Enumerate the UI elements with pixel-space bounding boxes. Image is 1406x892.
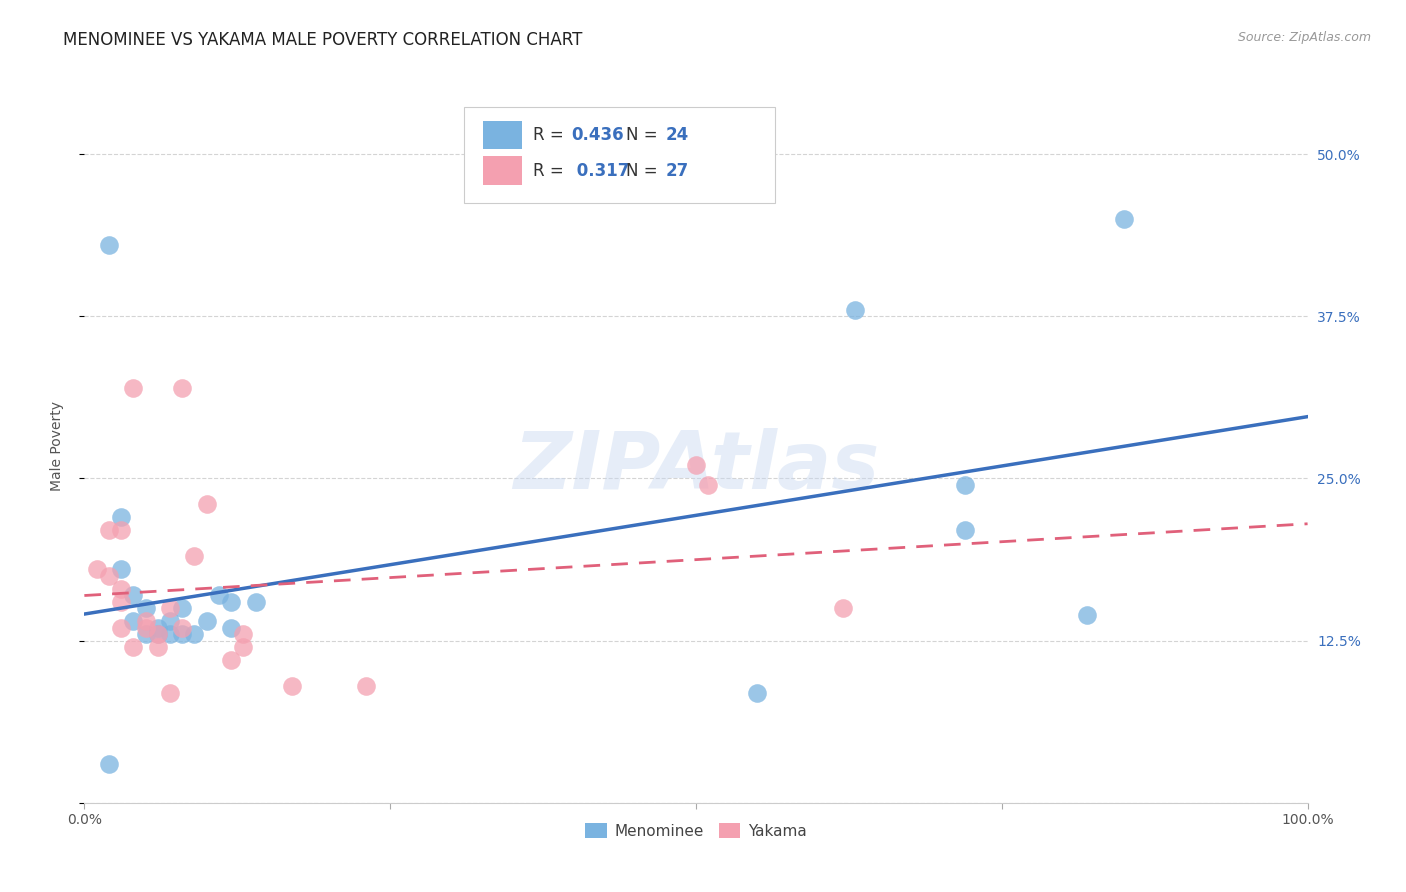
Point	[844, 302, 866, 317]
Point	[135, 601, 157, 615]
Text: Source: ZipAtlas.com: Source: ZipAtlas.com	[1237, 31, 1371, 45]
Point	[97, 568, 120, 582]
Text: 24: 24	[665, 126, 689, 144]
Point	[281, 679, 304, 693]
Point	[135, 621, 157, 635]
Point	[219, 595, 242, 609]
Point	[172, 381, 194, 395]
Text: 27: 27	[665, 161, 689, 179]
Point	[1076, 607, 1098, 622]
Point	[122, 588, 145, 602]
FancyBboxPatch shape	[464, 107, 776, 203]
Point	[110, 562, 132, 576]
Text: 0.317: 0.317	[571, 161, 630, 179]
Point	[172, 601, 194, 615]
Point	[159, 685, 181, 699]
Point	[747, 685, 769, 699]
Point	[110, 524, 132, 538]
Point	[697, 478, 720, 492]
Text: MENOMINEE VS YAKAMA MALE POVERTY CORRELATION CHART: MENOMINEE VS YAKAMA MALE POVERTY CORRELA…	[63, 31, 582, 49]
Point	[232, 627, 254, 641]
Point	[122, 640, 145, 654]
Text: 0.436: 0.436	[571, 126, 624, 144]
Y-axis label: Male Poverty: Male Poverty	[49, 401, 63, 491]
Text: ZIPAtlas: ZIPAtlas	[513, 428, 879, 507]
Point	[97, 238, 120, 252]
Point	[97, 524, 120, 538]
Point	[122, 381, 145, 395]
Text: R =: R =	[533, 161, 569, 179]
Point	[183, 549, 205, 564]
Point	[135, 614, 157, 628]
Point	[97, 756, 120, 771]
Point	[110, 510, 132, 524]
Point	[159, 614, 181, 628]
Text: R =: R =	[533, 126, 569, 144]
Point	[195, 497, 218, 511]
Point	[195, 614, 218, 628]
Point	[953, 478, 976, 492]
Point	[110, 621, 132, 635]
Point	[172, 621, 194, 635]
Point	[219, 621, 242, 635]
Point	[219, 653, 242, 667]
Point	[146, 621, 169, 635]
Point	[86, 562, 108, 576]
Point	[122, 614, 145, 628]
Point	[245, 595, 267, 609]
Point	[232, 640, 254, 654]
Text: N =: N =	[626, 161, 664, 179]
Point	[208, 588, 231, 602]
Point	[159, 627, 181, 641]
Point	[135, 627, 157, 641]
Point	[110, 582, 132, 596]
Point	[110, 595, 132, 609]
Point	[146, 627, 169, 641]
Point	[183, 627, 205, 641]
Point	[354, 679, 377, 693]
Point	[159, 601, 181, 615]
Text: N =: N =	[626, 126, 664, 144]
Legend: Menominee, Yakama: Menominee, Yakama	[579, 817, 813, 845]
Point	[685, 458, 707, 473]
FancyBboxPatch shape	[484, 120, 522, 149]
Point	[831, 601, 853, 615]
Point	[146, 640, 169, 654]
Point	[172, 627, 194, 641]
Point	[953, 524, 976, 538]
Point	[146, 627, 169, 641]
FancyBboxPatch shape	[484, 156, 522, 185]
Point	[1114, 211, 1136, 226]
